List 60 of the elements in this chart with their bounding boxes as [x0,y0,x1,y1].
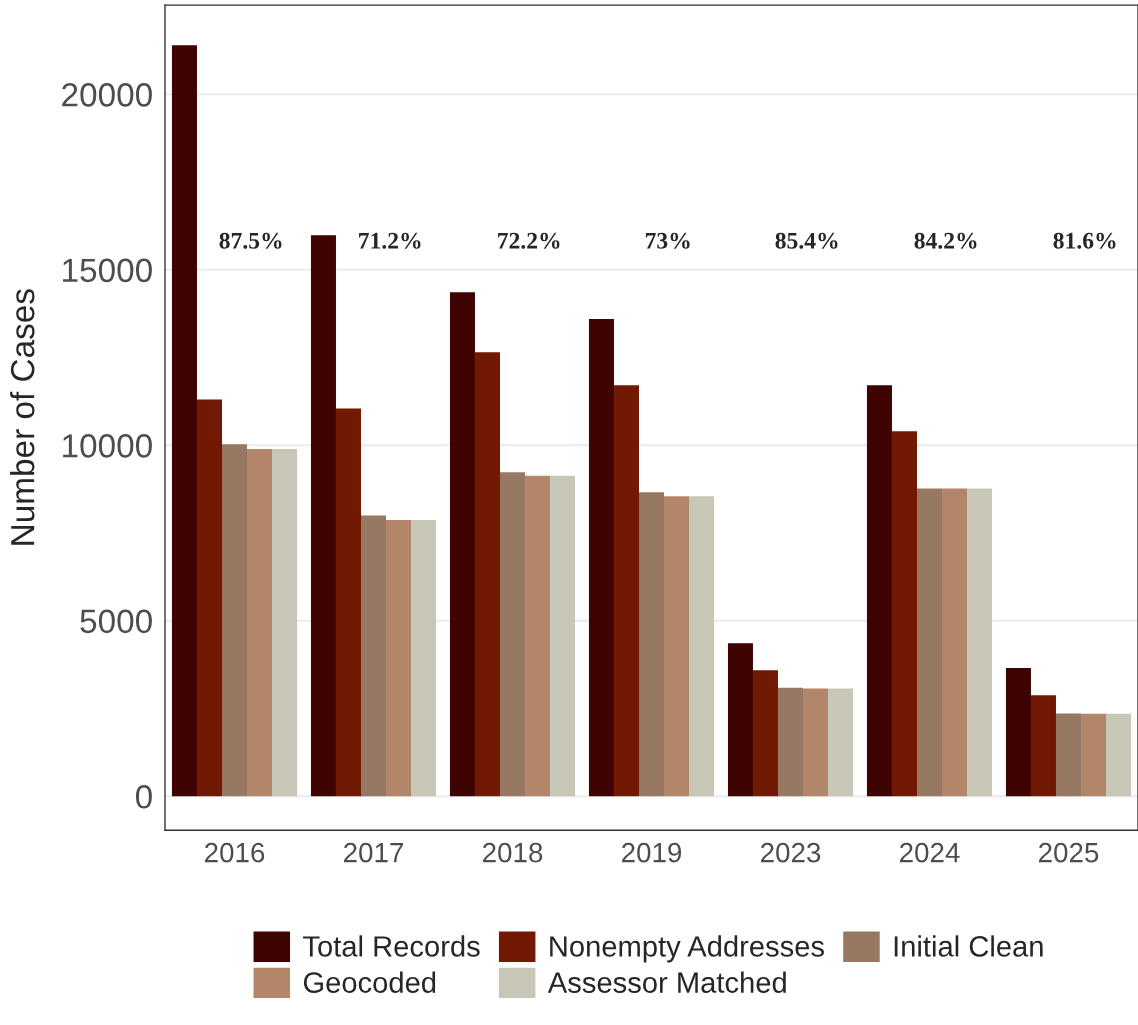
annotation: 71.2% [359,232,421,249]
x-tick-label: 2025 [1039,842,1099,863]
bar [222,444,248,797]
bar [639,492,665,797]
bar [335,408,361,797]
bar [272,449,298,797]
bar [1081,713,1107,797]
y-tick-label: 5000 [80,609,152,634]
bar [727,643,753,797]
legend-label: Initial Clean [894,935,1043,957]
bar [196,399,222,797]
bar [828,688,854,797]
bar [474,352,500,797]
bar [664,496,690,797]
bar [803,688,829,797]
y-tick-label: 0 [135,785,152,809]
y-tick-label: 20000 [62,83,152,107]
y-tick-label: 15000 [63,258,152,283]
legend-label: Geocoded [303,971,436,993]
bar [967,488,993,797]
bar [891,431,917,797]
x-tick-label: 2018 [483,842,543,863]
bar [752,670,778,797]
annotation: 87.5% [219,232,282,249]
annotation: 72.2% [498,232,560,249]
x-tick-label: 2023 [761,842,821,863]
x-tick-label: 2019 [622,842,682,863]
bar [588,318,614,797]
x-tick-label: 2024 [900,842,960,863]
annotation: 85.4% [775,232,838,249]
bar [247,449,273,797]
bar [449,292,475,797]
bar [689,496,715,797]
bar [866,385,892,797]
y-tick-label: 10000 [63,434,152,458]
bar [942,488,968,797]
bar [411,519,437,797]
bar [916,488,943,797]
legend-label: Total Records [303,935,480,957]
bar [613,385,639,797]
bar [1005,668,1031,797]
bar [361,515,387,797]
bar [525,475,551,797]
bar [1055,713,1082,797]
bar [550,475,576,797]
x-tick-label: 2017 [344,842,404,863]
x-tick-label: 2016 [205,842,265,863]
legend-label: Nonempty Addresses [550,935,824,963]
bar [386,519,412,797]
annotation: 73% [645,232,690,249]
bar [1030,695,1056,797]
legend-label: Assessor Matched [547,971,786,993]
bar [310,235,336,797]
annotation: 81.6% [1053,232,1116,249]
bar [1106,713,1132,797]
bar [777,687,804,797]
bar [171,45,197,797]
annotation: 84.2% [914,232,977,249]
y-axis-title: Number of Cases [10,289,35,545]
bar [500,472,526,797]
